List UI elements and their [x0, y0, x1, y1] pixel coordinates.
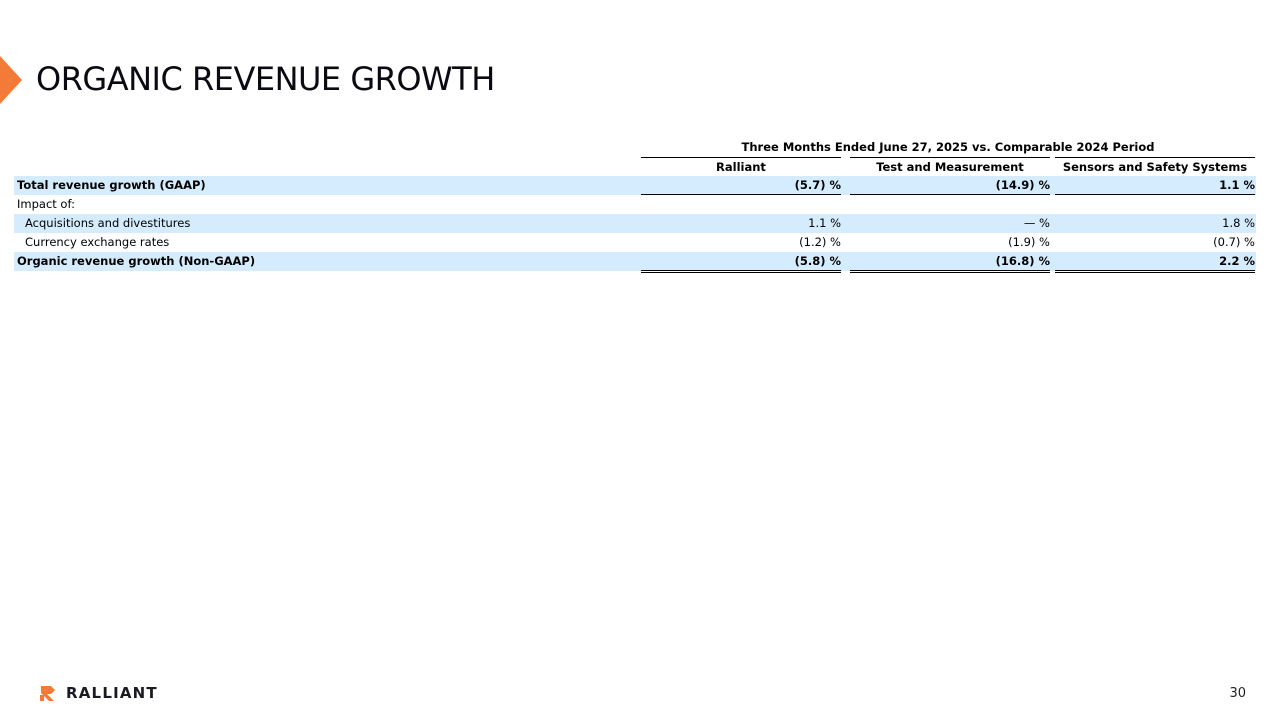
table-row-organic-revenue-growth: Organic revenue growth (Non-GAAP) (5.8) …	[14, 252, 1256, 273]
value-sensors-and-safety-systems: 2.2 %	[1055, 252, 1255, 273]
row-label: Impact of:	[17, 197, 75, 211]
value-ralliant: (1.2) %	[799, 235, 841, 249]
value-test-and-measurement: — %	[1023, 216, 1050, 230]
ralliant-logo: RALLIANT	[38, 683, 158, 703]
table-row-impact-of: Impact of:	[14, 195, 1256, 214]
value-ralliant: 1.1 %	[808, 216, 841, 230]
organic-revenue-table: Three Months Ended June 27, 2025 vs. Com…	[14, 138, 1256, 273]
table-row-acquisitions-and-divestitures: Acquisitions and divestitures 1.1 % — % …	[14, 214, 1256, 233]
row-label: Total revenue growth (GAAP)	[17, 178, 206, 192]
table-row-total-revenue-growth: Total revenue growth (GAAP) (5.7) % (14.…	[14, 176, 1256, 195]
page-title: ORGANIC REVENUE GROWTH	[36, 60, 495, 98]
value-test-and-measurement: (1.9) %	[1008, 235, 1050, 249]
title-accent-arrow	[0, 56, 22, 104]
ralliant-logo-icon	[40, 686, 55, 701]
period-header-row: Three Months Ended June 27, 2025 vs. Com…	[14, 138, 1256, 157]
value-test-and-measurement: (14.9) %	[850, 176, 1050, 195]
value-sensors-and-safety-systems: 1.8 %	[1222, 216, 1255, 230]
value-ralliant: (5.7) %	[641, 176, 841, 195]
column-header-sensors-and-safety-systems: Sensors and Safety Systems	[1055, 157, 1255, 177]
row-label: Currency exchange rates	[25, 235, 170, 249]
column-header-ralliant: Ralliant	[641, 157, 841, 177]
value-sensors-and-safety-systems: (0.7) %	[1213, 235, 1255, 249]
period-header: Three Months Ended June 27, 2025 vs. Com…	[741, 140, 1155, 154]
column-header-row: Ralliant Test and Measurement Sensors an…	[14, 157, 1256, 176]
logo-wordmark: RALLIANT	[66, 684, 158, 702]
column-header-test-and-measurement: Test and Measurement	[850, 157, 1050, 177]
row-label: Organic revenue growth (Non-GAAP)	[17, 254, 256, 268]
row-label: Acquisitions and divestitures	[25, 216, 191, 230]
table-row-currency-exchange-rates: Currency exchange rates (1.2) % (1.9) % …	[14, 233, 1256, 252]
value-test-and-measurement: (16.8) %	[850, 252, 1050, 273]
value-sensors-and-safety-systems: 1.1 %	[1055, 176, 1255, 195]
page-number: 30	[1229, 686, 1246, 701]
value-ralliant: (5.8) %	[641, 252, 841, 273]
